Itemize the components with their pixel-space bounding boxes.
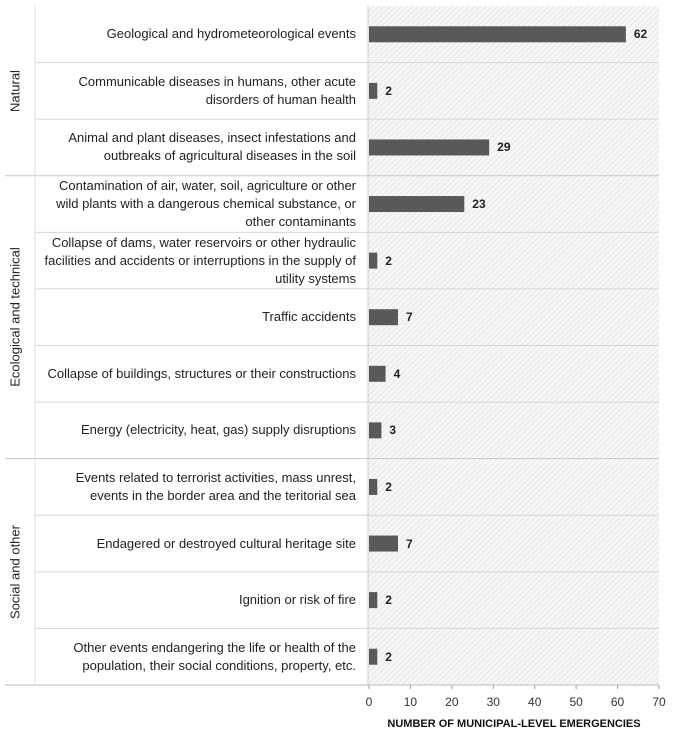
value-label: 4	[393, 366, 401, 381]
value-label: 2	[385, 83, 392, 98]
category-label: Energy (electricity, heat, gas) supply d…	[80, 422, 356, 438]
value-label: 23	[472, 197, 486, 212]
category-label: Ignition or risk of fire	[238, 592, 356, 608]
category-label: Traffic accidents	[262, 309, 356, 325]
category-label: Collapse of buildings, structures or the…	[47, 365, 356, 381]
bar	[369, 26, 626, 43]
category-label: Contamination of air, water, soil, agric…	[56, 178, 356, 230]
group-label: Ecological and technical	[7, 247, 23, 387]
value-label: 2	[385, 593, 392, 608]
value-label: 62	[633, 27, 648, 42]
x-tick-label: 50	[569, 695, 583, 709]
category-label: Geological and hydrometeorological event…	[106, 26, 356, 42]
category-label: Events related to terrorist activities, …	[75, 469, 356, 503]
group-label: Social and other	[7, 524, 23, 619]
group-label: Natural	[7, 69, 23, 112]
x-tick-label: 10	[403, 695, 418, 709]
x-tick-label: 70	[652, 695, 666, 709]
value-label: 7	[406, 310, 413, 325]
category-label: Communicable diseases in humans, other a…	[78, 73, 356, 107]
value-label: 2	[385, 479, 392, 494]
category-label: Endagered or destroyed cultural heritage…	[96, 535, 356, 551]
bar	[369, 648, 378, 665]
x-axis-title: NUMBER OF MUNICIPAL-LEVEL EMERGENCIES	[387, 718, 641, 730]
value-label: 3	[389, 423, 397, 438]
bar	[369, 422, 382, 439]
value-label: 2	[385, 649, 392, 664]
bar	[369, 139, 490, 156]
x-tick-label: 30	[486, 695, 500, 709]
x-tick-label: 20	[445, 695, 459, 709]
value-label: 7	[406, 536, 413, 551]
bar	[369, 196, 465, 213]
x-tick-label: 60	[610, 695, 625, 709]
bar	[369, 535, 398, 552]
bar	[369, 252, 378, 269]
bar	[369, 82, 378, 99]
bar	[369, 592, 378, 609]
value-label: 29	[497, 140, 511, 155]
x-tick-label: 40	[528, 695, 542, 709]
x-tick-label: 0	[365, 695, 373, 709]
category-label: Animal and plant diseases, insect infest…	[68, 130, 356, 164]
bar	[369, 309, 398, 326]
value-label: 2	[385, 253, 392, 268]
category-label: Other events endangering the life or hea…	[73, 639, 356, 673]
category-label: Collapse of dams, water reservoirs or ot…	[44, 234, 356, 286]
bar	[369, 478, 378, 495]
bar	[369, 365, 386, 382]
